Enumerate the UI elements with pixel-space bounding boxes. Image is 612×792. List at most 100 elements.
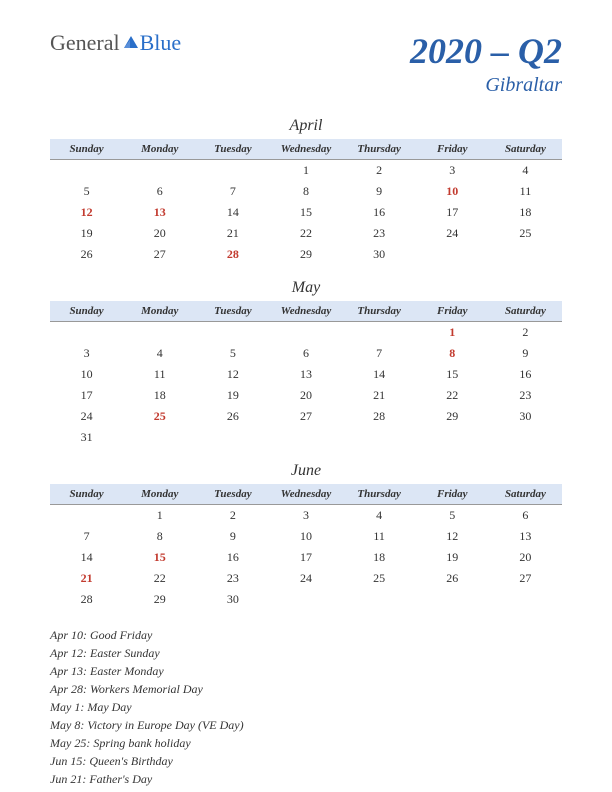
- day-cell: 7: [196, 181, 269, 202]
- day-header: Monday: [123, 484, 196, 505]
- day-header: Wednesday: [269, 484, 342, 505]
- week-row: 78910111213: [50, 526, 562, 547]
- day-cell: [416, 427, 489, 448]
- day-cell: [489, 589, 562, 610]
- day-cell: 23: [196, 568, 269, 589]
- page-subtitle: Gibraltar: [410, 74, 562, 97]
- day-cell: 14: [50, 547, 123, 568]
- day-cell: 20: [123, 223, 196, 244]
- day-cell: 29: [416, 406, 489, 427]
- day-cell: 1: [123, 505, 196, 527]
- day-cell: 4: [123, 343, 196, 364]
- holiday-item: Apr 28: Workers Memorial Day: [50, 680, 562, 698]
- day-cell: 6: [269, 343, 342, 364]
- day-cell: 1: [416, 322, 489, 344]
- month-name: June: [50, 462, 562, 480]
- day-cell: [50, 505, 123, 527]
- day-cell: 5: [50, 181, 123, 202]
- day-cell: 9: [196, 526, 269, 547]
- day-cell: 22: [416, 385, 489, 406]
- day-cell: 13: [489, 526, 562, 547]
- day-cell: 17: [416, 202, 489, 223]
- day-header: Monday: [123, 301, 196, 322]
- day-cell: 28: [343, 406, 416, 427]
- day-cell: 7: [50, 526, 123, 547]
- day-cell: 14: [343, 364, 416, 385]
- day-cell: 24: [269, 568, 342, 589]
- day-cell: 23: [489, 385, 562, 406]
- day-cell: 19: [196, 385, 269, 406]
- week-row: 14151617181920: [50, 547, 562, 568]
- week-row: 3456789: [50, 343, 562, 364]
- logo-icon: [122, 30, 140, 56]
- day-cell: [489, 244, 562, 265]
- day-header: Tuesday: [196, 139, 269, 160]
- week-row: 12: [50, 322, 562, 344]
- holiday-item: Apr 10: Good Friday: [50, 626, 562, 644]
- day-cell: 12: [196, 364, 269, 385]
- day-header: Tuesday: [196, 484, 269, 505]
- day-cell: 8: [269, 181, 342, 202]
- day-cell: 15: [123, 547, 196, 568]
- day-cell: 9: [489, 343, 562, 364]
- day-cell: [50, 160, 123, 182]
- day-header: Thursday: [343, 139, 416, 160]
- week-row: 31: [50, 427, 562, 448]
- day-cell: [269, 589, 342, 610]
- day-cell: [489, 427, 562, 448]
- holiday-item: May 8: Victory in Europe Day (VE Day): [50, 716, 562, 734]
- day-cell: 24: [50, 406, 123, 427]
- holiday-item: May 25: Spring bank holiday: [50, 734, 562, 752]
- day-cell: [269, 322, 342, 344]
- day-cell: 2: [489, 322, 562, 344]
- day-cell: 29: [123, 589, 196, 610]
- day-cell: 30: [489, 406, 562, 427]
- logo-text-blue: Blue: [140, 30, 182, 56]
- day-cell: 18: [489, 202, 562, 223]
- day-cell: 9: [343, 181, 416, 202]
- day-cell: 13: [269, 364, 342, 385]
- holiday-item: Apr 12: Easter Sunday: [50, 644, 562, 662]
- day-cell: 13: [123, 202, 196, 223]
- day-header: Sunday: [50, 484, 123, 505]
- day-cell: 4: [489, 160, 562, 182]
- holiday-item: Apr 13: Easter Monday: [50, 662, 562, 680]
- day-cell: 27: [269, 406, 342, 427]
- day-cell: 19: [416, 547, 489, 568]
- day-cell: 5: [416, 505, 489, 527]
- day-cell: 10: [50, 364, 123, 385]
- day-cell: 11: [123, 364, 196, 385]
- day-header: Friday: [416, 301, 489, 322]
- day-cell: 28: [196, 244, 269, 265]
- day-cell: 7: [343, 343, 416, 364]
- holidays-list: Apr 10: Good FridayApr 12: Easter Sunday…: [50, 626, 562, 788]
- day-cell: 25: [123, 406, 196, 427]
- day-cell: 16: [196, 547, 269, 568]
- day-cell: 6: [489, 505, 562, 527]
- day-header: Thursday: [343, 484, 416, 505]
- day-cell: 8: [123, 526, 196, 547]
- holiday-item: Jun 21: Father's Day: [50, 770, 562, 788]
- day-cell: 29: [269, 244, 342, 265]
- calendar-april: April SundayMondayTuesdayWednesdayThursda…: [50, 117, 562, 265]
- day-header: Saturday: [489, 301, 562, 322]
- day-cell: 4: [343, 505, 416, 527]
- day-cell: [50, 322, 123, 344]
- day-cell: 17: [269, 547, 342, 568]
- day-header: Saturday: [489, 484, 562, 505]
- day-cell: 16: [489, 364, 562, 385]
- day-header: Saturday: [489, 139, 562, 160]
- calendar-table: SundayMondayTuesdayWednesdayThursdayFrid…: [50, 139, 562, 265]
- week-row: 123456: [50, 505, 562, 527]
- day-cell: 11: [489, 181, 562, 202]
- day-cell: 12: [416, 526, 489, 547]
- day-header: Wednesday: [269, 139, 342, 160]
- month-name: May: [50, 279, 562, 297]
- week-row: 10111213141516: [50, 364, 562, 385]
- month-name: April: [50, 117, 562, 135]
- header: General Blue 2020 – Q2 Gibraltar: [50, 30, 562, 97]
- day-cell: [123, 322, 196, 344]
- day-cell: 21: [50, 568, 123, 589]
- day-cell: 21: [196, 223, 269, 244]
- day-cell: 24: [416, 223, 489, 244]
